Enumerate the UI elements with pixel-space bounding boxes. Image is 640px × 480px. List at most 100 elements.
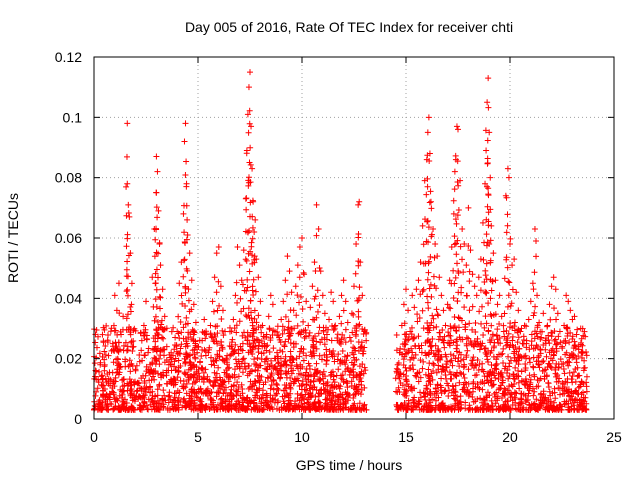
data-point [211,274,218,281]
background-point [505,330,512,337]
background-point [192,340,199,347]
background-point [290,356,297,363]
background-point [583,388,590,395]
data-point [434,311,441,318]
data-point [222,328,229,335]
data-point [299,306,306,312]
data-point [242,365,249,372]
data-point [216,374,223,381]
data-point [163,372,170,379]
data-point [119,391,126,398]
data-point [300,269,307,276]
data-point [180,324,187,331]
background-point [354,371,361,378]
background-point [344,397,351,404]
data-point [140,372,147,379]
data-point [461,241,468,248]
data-point [451,280,458,287]
data-point [115,339,122,346]
data-point [259,322,266,329]
background-point [479,405,486,412]
background-point [154,386,161,393]
background-point [313,360,320,367]
data-point [560,360,567,367]
background-point [148,397,155,404]
data-point [457,177,464,184]
data-point [482,272,489,279]
background-point [423,382,430,389]
data-point [523,337,530,344]
data-point [176,280,183,287]
background-point [481,345,488,352]
data-point [483,183,490,190]
data-point [473,292,480,299]
data-point [124,347,131,354]
data-point [178,292,185,299]
data-point [170,382,177,389]
background-point [337,338,344,345]
background-point [503,405,510,412]
background-point [542,395,549,402]
data-point [296,274,303,281]
background-point [409,362,416,369]
data-point [440,366,447,373]
background-point [552,405,559,412]
background-point [476,385,483,392]
background-point [534,333,541,340]
background-point [191,402,198,409]
data-point [312,293,319,300]
data-point [483,260,490,267]
background-point [536,364,543,371]
background-point [363,337,370,344]
background-point [473,371,480,378]
data-point [355,338,362,345]
background-point [226,392,233,399]
background-point [165,367,172,374]
data-point [487,174,494,181]
background-point [555,333,562,340]
data-point [323,331,330,338]
background-point [234,388,241,395]
data-point [339,359,346,366]
data-point [158,317,165,324]
data-point [115,280,122,287]
background-point [429,376,436,383]
x-tick-label: 0 [90,429,98,445]
data-point [153,189,160,196]
background-point [147,383,154,390]
background-point [429,405,436,412]
background-point [183,380,190,387]
background-point [527,404,534,411]
data-point [221,369,228,376]
background-point [479,386,486,393]
background-point [429,396,436,403]
data-point [492,311,499,318]
data-point [271,328,278,335]
data-point [511,355,518,362]
data-point [218,316,225,323]
data-point [454,237,461,244]
background-point [551,399,558,406]
background-point [462,389,469,396]
background-point [433,369,440,376]
background-point [505,353,512,360]
data-point [262,379,269,386]
background-point [302,404,309,411]
data-point [493,366,500,373]
data-point [412,351,419,358]
data-point [326,316,333,323]
background-point [246,362,253,369]
background-point [537,402,544,409]
background-point [401,400,408,407]
data-point [583,373,590,380]
data-point [522,360,529,367]
background-point [250,397,257,404]
background-point [555,378,562,385]
data-point [97,399,104,406]
data-point [143,298,149,305]
background-point [488,397,495,404]
data-point [353,241,360,248]
data-point [270,386,277,393]
background-point [311,384,318,391]
data-point [339,348,346,355]
